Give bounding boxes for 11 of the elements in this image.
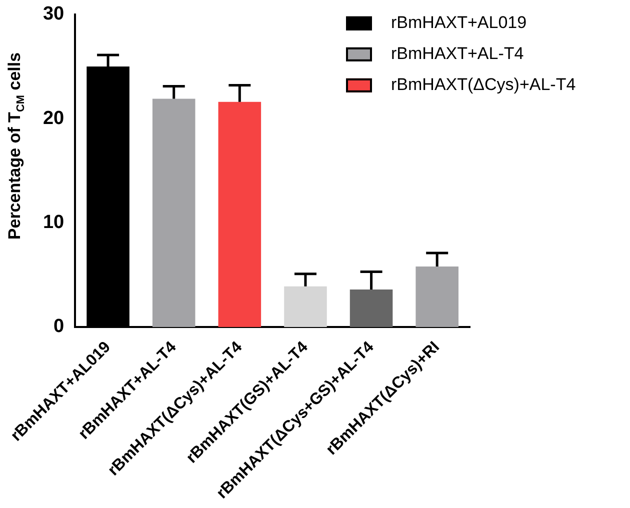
bar bbox=[284, 286, 327, 327]
bar bbox=[350, 289, 393, 327]
legend-label: rBmHAXT+AL-T4 bbox=[391, 44, 524, 64]
y-tick-label: 20 bbox=[42, 108, 64, 129]
legend-label: rBmHAXT(ΔCys)+AL-T4 bbox=[391, 75, 576, 94]
y-tick-label: 10 bbox=[42, 212, 64, 234]
bar bbox=[218, 102, 262, 327]
bar bbox=[152, 98, 196, 327]
y-tick-label: 0 bbox=[54, 316, 64, 338]
y-tick-label: 30 bbox=[42, 4, 64, 25]
legend-label: rBmHAXT+AL019 bbox=[391, 13, 527, 32]
